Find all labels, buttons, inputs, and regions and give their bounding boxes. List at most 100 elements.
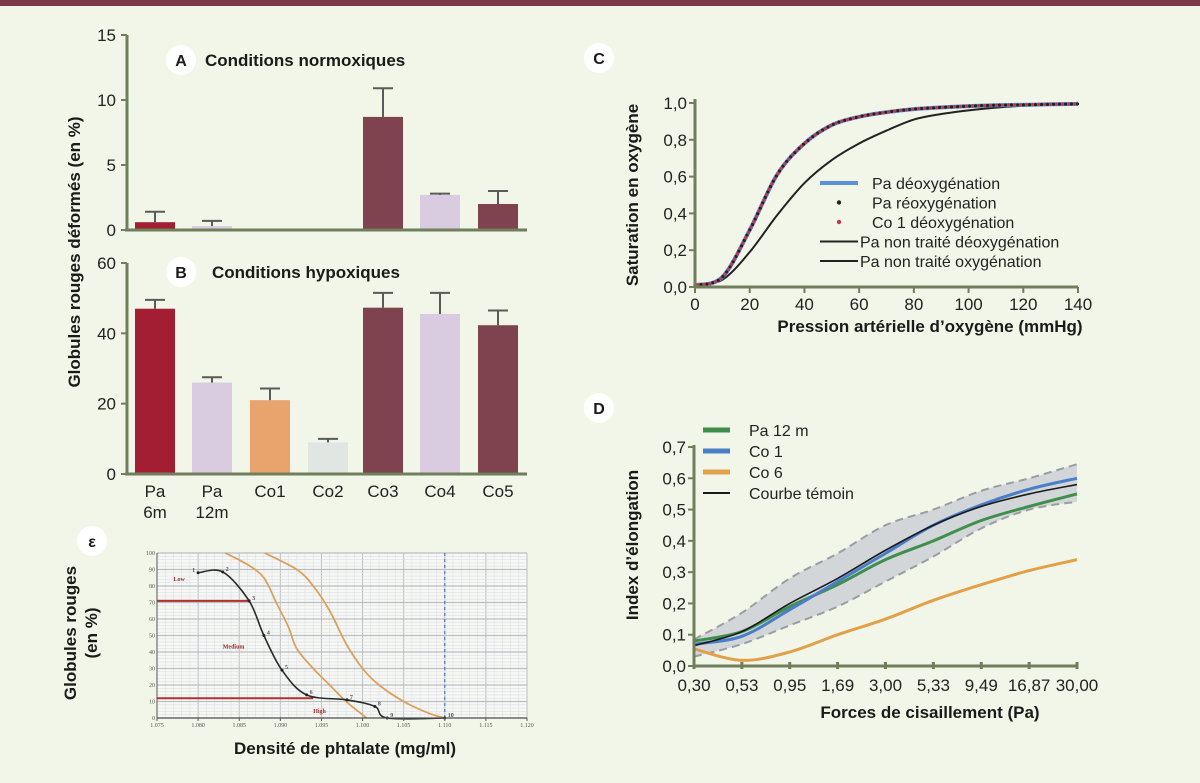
curve-point	[221, 570, 225, 574]
y-tick-label: 0	[107, 221, 116, 240]
legend-label: Pa réoxygénation	[872, 196, 997, 213]
series-dot	[958, 104, 963, 109]
x-tick-label: 1.110	[438, 723, 451, 729]
series-dot	[779, 166, 783, 171]
zone-label: High	[313, 709, 326, 715]
e-x-axis-label: Densité de phtalate (mg/ml)	[234, 739, 456, 758]
legend-label: Co 1	[749, 444, 783, 461]
bar-co5	[478, 204, 518, 230]
series-dot	[937, 105, 942, 110]
top-band	[0, 0, 1200, 6]
x-tick-label: 9,49	[965, 676, 998, 695]
legend-label: Pa non traité déoxygénation	[860, 235, 1059, 252]
e-y-axis-label-line2: (en %)	[82, 608, 101, 659]
series-dot	[916, 107, 921, 111]
series-dot	[925, 106, 930, 110]
series-dot	[713, 280, 718, 284]
series-dot	[848, 117, 853, 121]
badge-a-label: A	[175, 53, 187, 70]
legend-swatch	[836, 219, 842, 225]
c-y-axis-label: Saturation en oxygène	[623, 104, 642, 286]
legend-label: Co 6	[749, 465, 783, 482]
series-dot	[749, 225, 753, 229]
x-tick-label: 140	[1064, 295, 1092, 314]
y-tick-label: 15	[97, 26, 116, 45]
x-tick-label: 1.100	[356, 723, 370, 729]
series-dot	[887, 110, 891, 114]
series-dot	[716, 278, 720, 282]
series-dot	[806, 138, 810, 142]
series-dot	[893, 109, 897, 113]
series-dot	[943, 105, 948, 109]
bar-pa-12m	[192, 226, 232, 230]
series-dot	[964, 104, 969, 108]
y-tick-label: 0,2	[662, 594, 686, 613]
x-tick-label: 0,95	[773, 676, 806, 695]
y-tick-label: 10	[149, 700, 155, 706]
point-label: 3	[252, 596, 255, 602]
curve-point	[196, 571, 200, 575]
series-dot	[860, 114, 864, 118]
series-dot	[726, 267, 730, 272]
series-dot	[732, 257, 737, 261]
series-dot	[776, 171, 780, 176]
series-dot	[746, 230, 750, 235]
x-tick-label: 30,00	[1056, 676, 1099, 695]
series-dot	[750, 222, 755, 227]
series-dot	[1066, 102, 1071, 106]
y-tick-label: 60	[149, 617, 155, 623]
x-category-label: Co5	[482, 482, 513, 501]
series-dot	[758, 206, 762, 210]
y-tick-label: 0,7	[662, 438, 686, 457]
y-tick-label: 50	[149, 634, 155, 640]
x-tick-label: 80	[904, 295, 923, 314]
series-dot	[976, 104, 981, 108]
black-curve	[198, 569, 445, 720]
series-dot	[840, 119, 844, 123]
series-dot	[1012, 103, 1017, 107]
series-dot	[823, 126, 827, 131]
series-dot	[1015, 103, 1020, 107]
series-dot	[1033, 102, 1038, 107]
x-tick-label: 120	[1009, 295, 1037, 314]
y-tick-label: 0,8	[663, 131, 687, 150]
series-dot	[721, 274, 725, 279]
series-dot	[754, 214, 759, 219]
series-dot	[1000, 103, 1005, 107]
series-dot	[753, 217, 757, 221]
x-tick-label: 5,33	[917, 676, 950, 695]
legend-label: Pa non traité oxygénation	[860, 254, 1041, 271]
y-tick-label: 0,4	[662, 532, 686, 551]
series-dot	[793, 150, 797, 155]
series-dot	[875, 111, 879, 116]
y-tick-label: 0,3	[662, 563, 686, 582]
y-tick-label: 20	[97, 395, 116, 414]
series-dot	[1006, 103, 1011, 107]
x-tick-label: 3,00	[869, 676, 902, 695]
band-lower-dashed	[693, 500, 1078, 658]
x-tick-label: 20	[740, 295, 759, 314]
series-dot	[1021, 103, 1026, 107]
series-dot	[988, 103, 993, 107]
series-dot	[773, 177, 777, 181]
series-dot	[708, 281, 712, 286]
curve-point	[262, 634, 266, 637]
series-dot	[799, 144, 803, 148]
x-tick-label: 1.085	[232, 723, 246, 729]
y-tick-label: 1,0	[663, 94, 687, 113]
series-dot	[1039, 102, 1044, 107]
series-dot	[745, 233, 749, 237]
point-label: 5	[285, 665, 288, 671]
series-dot	[1024, 103, 1029, 107]
x-category-label: Co3	[367, 482, 398, 501]
series-line-co-1	[693, 476, 1078, 646]
x-tick-label: 0,30	[677, 676, 710, 695]
series-dot	[982, 103, 987, 108]
series-dot	[854, 115, 858, 120]
point-label: 2	[226, 567, 229, 573]
point-label: 6	[310, 690, 313, 696]
series-dot	[1030, 103, 1035, 107]
series-dot	[1018, 103, 1023, 107]
series-line-co-6	[693, 558, 1078, 662]
